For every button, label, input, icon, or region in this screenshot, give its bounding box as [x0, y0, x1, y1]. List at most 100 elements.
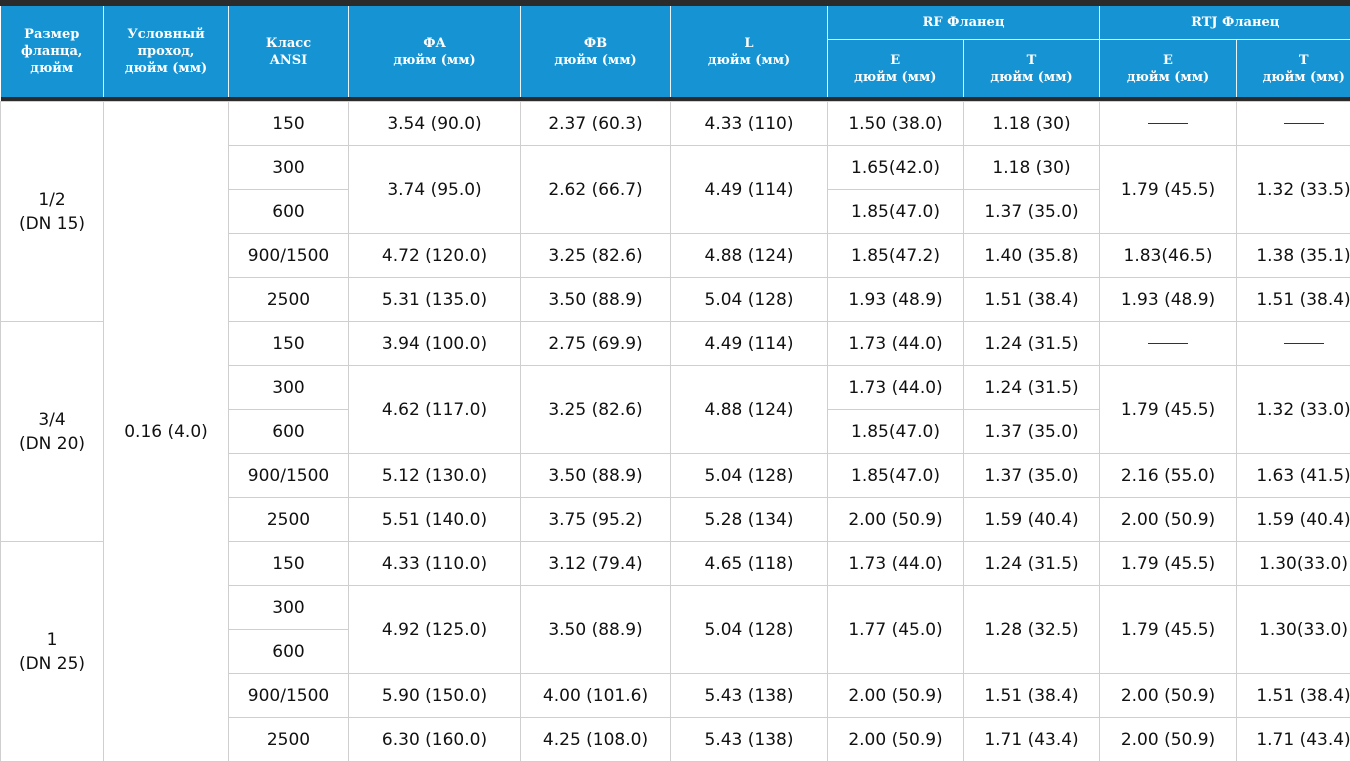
rtj-e-cell: 1.79 (45.5) — [1100, 542, 1237, 586]
rf-t-cell: 1.40 (35.8) — [964, 234, 1100, 278]
fa-cell: 3.54 (90.0) — [349, 102, 521, 146]
fa-cell: 3.94 (100.0) — [349, 322, 521, 366]
header-nominal-bore: Условный проход, дюйм (мм) — [104, 6, 229, 97]
header-rf-e: E дюйм (мм) — [828, 40, 964, 98]
flange-dimensions-table: Размер фланца, дюйм Условный проход, дюй… — [0, 6, 1350, 762]
rf-t-cell: 1.18 (30) — [964, 146, 1100, 190]
l-cell: 4.49 (114) — [671, 146, 828, 234]
fa-cell: 5.31 (135.0) — [349, 278, 521, 322]
rf-e-cell: 2.00 (50.9) — [828, 498, 964, 542]
rf-t-cell: 1.24 (31.5) — [964, 322, 1100, 366]
rtj-e-cell: 1.79 (45.5) — [1100, 586, 1237, 674]
flange-size-cell: 1/2(DN 15) — [1, 102, 104, 322]
fb-cell: 3.25 (82.6) — [521, 234, 671, 278]
fa-cell: 6.30 (160.0) — [349, 718, 521, 762]
flange-size-cell: 3/4(DN 20) — [1, 322, 104, 542]
fb-cell: 2.75 (69.9) — [521, 322, 671, 366]
rf-e-cell: 1.73 (44.0) — [828, 366, 964, 410]
rf-t-cell: 1.37 (35.0) — [964, 454, 1100, 498]
rf-t-cell: 1.51 (38.4) — [964, 278, 1100, 322]
class-cell: 300 — [229, 366, 349, 410]
rf-t-cell: 1.28 (32.5) — [964, 586, 1100, 674]
rf-t-cell: 1.71 (43.4) — [964, 718, 1100, 762]
not-applicable-dash — [1148, 343, 1188, 344]
rtj-t-cell — [1237, 102, 1350, 146]
rtj-t-cell: 1.30(33.0) — [1237, 586, 1350, 674]
rf-e-cell: 1.85(47.2) — [828, 234, 964, 278]
l-cell: 5.04 (128) — [671, 586, 828, 674]
header-flange-size: Размер фланца, дюйм — [1, 6, 104, 97]
rf-t-cell: 1.59 (40.4) — [964, 498, 1100, 542]
fa-cell: 5.90 (150.0) — [349, 674, 521, 718]
fa-cell: 5.12 (130.0) — [349, 454, 521, 498]
class-cell: 2500 — [229, 718, 349, 762]
fb-cell: 3.75 (95.2) — [521, 498, 671, 542]
rtj-e-cell: 2.00 (50.9) — [1100, 674, 1237, 718]
fb-cell: 4.00 (101.6) — [521, 674, 671, 718]
fb-cell: 2.37 (60.3) — [521, 102, 671, 146]
rtj-t-cell: 1.38 (35.1) — [1237, 234, 1350, 278]
fa-cell: 5.51 (140.0) — [349, 498, 521, 542]
rtj-t-cell: 1.59 (40.4) — [1237, 498, 1350, 542]
table-header: Размер фланца, дюйм Условный проход, дюй… — [1, 6, 1350, 97]
rtj-t-cell: 1.32 (33.0) — [1237, 366, 1350, 454]
l-cell: 4.33 (110) — [671, 102, 828, 146]
fb-cell: 3.50 (88.9) — [521, 454, 671, 498]
rtj-e-cell: 1.79 (45.5) — [1100, 146, 1237, 234]
rf-e-cell: 1.85(47.0) — [828, 410, 964, 454]
l-cell: 4.65 (118) — [671, 542, 828, 586]
l-cell: 5.43 (138) — [671, 718, 828, 762]
not-applicable-dash — [1148, 123, 1188, 124]
class-cell: 150 — [229, 102, 349, 146]
fa-cell: 4.33 (110.0) — [349, 542, 521, 586]
class-cell: 600 — [229, 190, 349, 234]
fb-cell: 4.25 (108.0) — [521, 718, 671, 762]
table-body: 1/2(DN 15) 0.16 (4.0) 150 3.54 (90.0) 2.… — [1, 97, 1350, 762]
l-cell: 4.49 (114) — [671, 322, 828, 366]
fb-cell: 2.62 (66.7) — [521, 146, 671, 234]
nominal-bore-cell: 0.16 (4.0) — [104, 102, 229, 762]
rtj-e-cell — [1100, 102, 1237, 146]
rf-e-cell: 1.85(47.0) — [828, 190, 964, 234]
fa-cell: 3.74 (95.0) — [349, 146, 521, 234]
rtj-e-cell: 1.93 (48.9) — [1100, 278, 1237, 322]
rtj-t-cell: 1.51 (38.4) — [1237, 674, 1350, 718]
fb-cell: 3.50 (88.9) — [521, 278, 671, 322]
rf-e-cell: 1.65(42.0) — [828, 146, 964, 190]
rtj-t-cell: 1.51 (38.4) — [1237, 278, 1350, 322]
l-cell: 5.43 (138) — [671, 674, 828, 718]
rtj-t-cell: 1.63 (41.5) — [1237, 454, 1350, 498]
rtj-e-cell: 2.16 (55.0) — [1100, 454, 1237, 498]
class-cell: 900/1500 — [229, 234, 349, 278]
fb-cell: 3.25 (82.6) — [521, 366, 671, 454]
class-cell: 600 — [229, 630, 349, 674]
rtj-t-cell: 1.30(33.0) — [1237, 542, 1350, 586]
rf-e-cell: 1.73 (44.0) — [828, 542, 964, 586]
class-cell: 2500 — [229, 498, 349, 542]
rtj-e-cell: 1.79 (45.5) — [1100, 366, 1237, 454]
l-cell: 4.88 (124) — [671, 366, 828, 454]
header-fb: ФB дюйм (мм) — [521, 6, 671, 97]
rf-t-cell: 1.18 (30) — [964, 102, 1100, 146]
header-l: L дюйм (мм) — [671, 6, 828, 97]
rf-t-cell: 1.37 (35.0) — [964, 410, 1100, 454]
class-cell: 600 — [229, 410, 349, 454]
l-cell: 5.04 (128) — [671, 278, 828, 322]
fb-cell: 3.50 (88.9) — [521, 586, 671, 674]
rtj-t-cell: 1.71 (43.4) — [1237, 718, 1350, 762]
class-cell: 300 — [229, 586, 349, 630]
rtj-t-cell — [1237, 322, 1350, 366]
fa-cell: 4.92 (125.0) — [349, 586, 521, 674]
rf-t-cell: 1.24 (31.5) — [964, 366, 1100, 410]
rf-e-cell: 1.50 (38.0) — [828, 102, 964, 146]
l-cell: 5.28 (134) — [671, 498, 828, 542]
l-cell: 5.04 (128) — [671, 454, 828, 498]
header-fa: ФA дюйм (мм) — [349, 6, 521, 97]
class-cell: 300 — [229, 146, 349, 190]
fa-cell: 4.72 (120.0) — [349, 234, 521, 278]
header-rf-flange: RF Фланец — [828, 6, 1100, 40]
not-applicable-dash — [1284, 123, 1324, 124]
flange-size-cell: 1(DN 25) — [1, 542, 104, 762]
rtj-e-cell: 1.83(46.5) — [1100, 234, 1237, 278]
header-rtj-t: T дюйм (мм) — [1237, 40, 1350, 98]
